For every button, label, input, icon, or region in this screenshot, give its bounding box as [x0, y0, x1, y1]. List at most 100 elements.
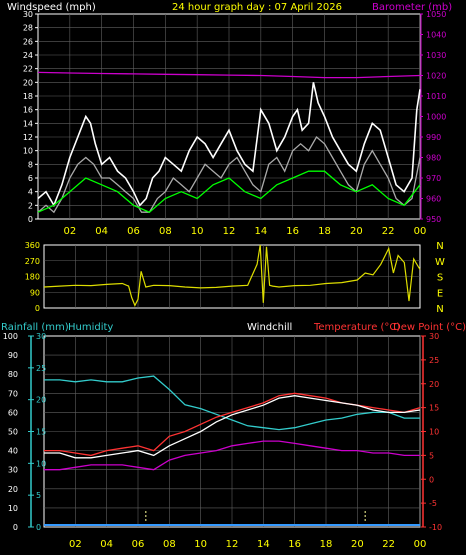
y-axis-humidity: 0 10 20 30 40 50 60 70 80 90 100 [3, 332, 18, 532]
y-axis-left: 0 90 180 270 360 [25, 241, 40, 313]
x-tick-label: 06 [127, 226, 140, 237]
x-tick-label: 16 [288, 539, 301, 550]
y-tick-label: 22 [23, 65, 33, 74]
y-tick-label: 70 [8, 389, 18, 398]
x-tick-label: 00 [414, 539, 427, 550]
chart-title: 24 hour graph day : 07 April 2026 [172, 2, 342, 13]
dir-line [43, 244, 421, 307]
y-tick-label: -5 [429, 499, 437, 508]
y-tick-label: 960 [426, 195, 441, 204]
y-tick-label: 0 [13, 523, 18, 532]
x-axis: 02 04 06 08 10 12 14 16 18 20 22 00 [69, 539, 426, 550]
humidity-line [44, 375, 420, 431]
baro-line [37, 71, 421, 79]
series-group [43, 244, 421, 307]
y-axis-rain: 0 5 10 15 20 25 30 [28, 332, 46, 532]
y-tick-label: 1030 [426, 51, 446, 60]
gust-line [37, 82, 421, 208]
x-tick-label: 02 [69, 539, 82, 550]
x-tick-label: 18 [320, 539, 333, 550]
x-tick-label: 08 [163, 539, 176, 550]
y-tick-label: 20 [429, 380, 439, 389]
x-tick-label: 20 [351, 539, 364, 550]
x-tick-label: 04 [95, 226, 108, 237]
dew-line [44, 440, 420, 471]
y-tick-label: 10 [23, 147, 33, 156]
windchill-label: Windchill [247, 322, 292, 333]
y-tick-label: 0 [28, 215, 33, 224]
series-group [37, 71, 421, 214]
x-tick-label: 18 [318, 226, 331, 237]
windspeed-label: Windspeed (mph) [7, 2, 96, 13]
y-tick-label: 0 [429, 475, 434, 484]
y-tick-label: 90 [30, 288, 40, 297]
x-tick-label: 10 [194, 539, 207, 550]
y-tick-label: 100 [3, 332, 18, 341]
y-tick-label: 980 [426, 154, 441, 163]
x-tick-label: 00 [414, 226, 427, 237]
rainfall-label: Rainfall (mm) [1, 322, 69, 333]
y-tick-label: 970 [426, 174, 441, 183]
y-tick-label: 0 [35, 304, 40, 313]
compass-label: W [435, 257, 445, 268]
dewpoint-label: Dew Point (°C) [393, 322, 466, 333]
y-tick-label: 30 [429, 332, 439, 341]
x-tick-label: 02 [63, 226, 76, 237]
compass-label: N [436, 304, 443, 315]
y-tick-label: 270 [25, 257, 40, 266]
y-tick-label: 1010 [426, 92, 446, 101]
compass-label: S [437, 273, 443, 284]
y-tick-label: 950 [426, 215, 441, 224]
y-axis-right: 950 960 970 980 990 1000 1010 1020 1030 1040 1050 [420, 10, 446, 224]
y-tick-label: 1020 [426, 72, 446, 81]
y-tick-label: 20 [8, 485, 18, 494]
y-tick-label: 24 [23, 51, 33, 60]
y-tick-label: 8 [28, 160, 33, 169]
y-tick-label: 15 [429, 404, 439, 413]
compass-label: E [437, 288, 443, 299]
y-tick-label: -10 [429, 523, 442, 532]
y-tick-label: 4 [28, 188, 33, 197]
y-tick-label: 990 [426, 133, 441, 142]
y-tick-label: 5 [429, 451, 434, 460]
y-tick-label: 1000 [426, 113, 446, 122]
x-tick-label: 10 [191, 226, 204, 237]
y-tick-label: 50 [8, 428, 18, 437]
y-tick-label: 30 [8, 466, 18, 475]
y-tick-label: 18 [23, 92, 33, 101]
y-tick-label: 180 [25, 273, 40, 282]
x-tick-label: 12 [226, 539, 239, 550]
y-tick-label: 15 [36, 428, 46, 437]
y-tick-label: 360 [25, 241, 40, 250]
x-tick-label: 20 [350, 226, 363, 237]
temperature-label: Temperature (°C) [313, 322, 400, 333]
y-tick-label: 26 [23, 37, 33, 46]
x-tick-label: 16 [286, 226, 299, 237]
y-tick-label: 25 [36, 364, 46, 373]
y-tick-label: 0 [36, 523, 41, 532]
x-tick-label: 14 [254, 226, 267, 237]
avg-line [37, 170, 421, 213]
y-tick-label: 28 [23, 24, 33, 33]
y-tick-label: 1050 [426, 10, 446, 19]
y-tick-label: 2 [28, 201, 33, 210]
x-tick-label: 04 [100, 539, 113, 550]
y-tick-label: 90 [8, 351, 18, 360]
y-tick-label: 30 [23, 10, 33, 19]
grid [44, 245, 420, 308]
y-tick-label: 10 [429, 428, 439, 437]
x-tick-label: 22 [382, 539, 395, 550]
x-tick-label: 22 [382, 226, 395, 237]
x-axis: 02 04 06 08 10 12 14 16 18 20 22 00 [63, 226, 426, 237]
chill-line [44, 395, 421, 459]
y-tick-label: 5 [36, 491, 41, 500]
x-tick-label: 14 [257, 539, 270, 550]
barometer-label: Barometer (mb) [372, 2, 452, 13]
x-tick-label: 08 [159, 226, 172, 237]
x-tick-label: 12 [223, 226, 236, 237]
